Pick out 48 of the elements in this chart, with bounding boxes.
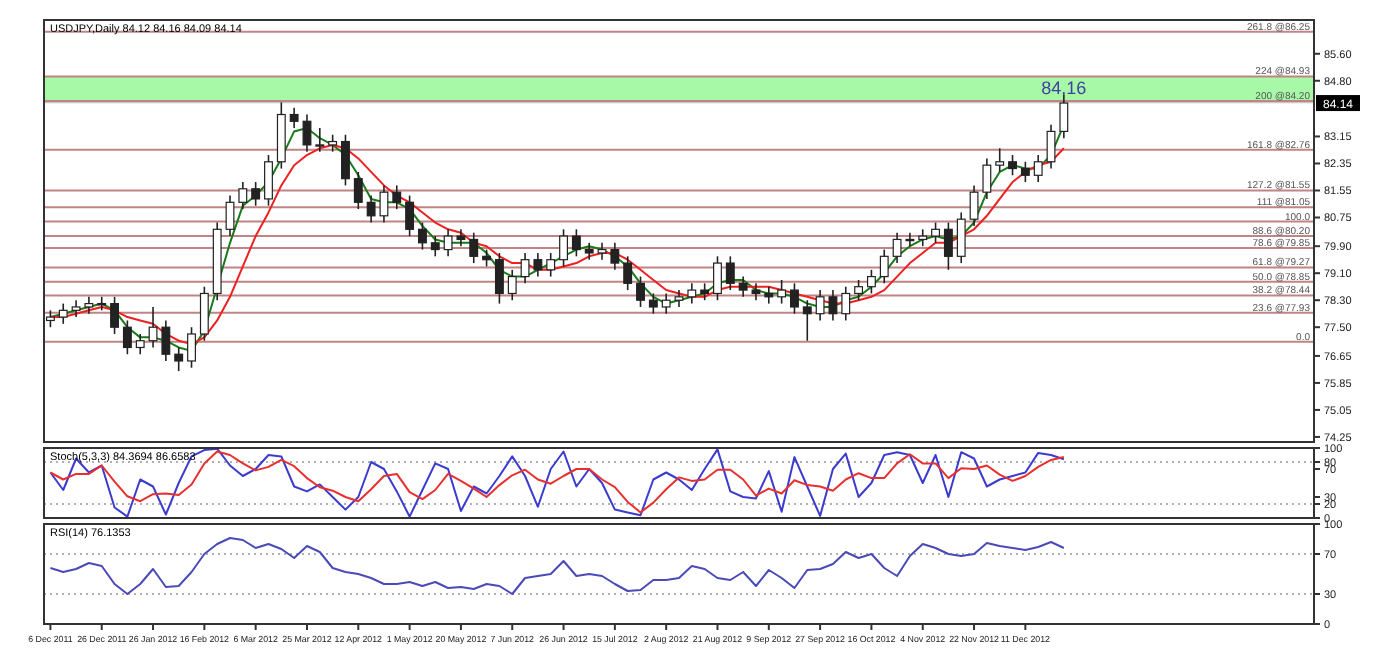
candlestick bbox=[97, 296, 107, 312]
candlestick bbox=[879, 248, 889, 285]
candlestick bbox=[264, 154, 273, 207]
candlestick bbox=[405, 194, 415, 237]
candlestick bbox=[943, 221, 953, 271]
candlestick bbox=[110, 296, 119, 335]
candlestick bbox=[276, 101, 286, 170]
candlestick bbox=[392, 184, 402, 210]
candlestick bbox=[571, 228, 581, 258]
candlestick bbox=[58, 302, 68, 325]
candlestick bbox=[199, 285, 209, 342]
candlestick bbox=[546, 252, 556, 278]
candlestick bbox=[559, 228, 568, 268]
candlestick bbox=[494, 252, 504, 305]
candlestick bbox=[1020, 160, 1030, 183]
candlestick bbox=[636, 275, 645, 308]
annotation: 84.16 bbox=[1041, 78, 1087, 99]
candlestick bbox=[866, 269, 876, 295]
candlestick bbox=[648, 292, 658, 315]
candlestick bbox=[802, 299, 812, 342]
candlestick bbox=[417, 221, 427, 251]
candlestick bbox=[1008, 154, 1017, 177]
candlestick bbox=[469, 231, 479, 264]
candlestick bbox=[430, 235, 440, 258]
candlestick bbox=[623, 255, 633, 291]
candlestick bbox=[1033, 154, 1043, 183]
candlestick bbox=[790, 282, 799, 315]
candlestick bbox=[931, 221, 941, 244]
candlestick bbox=[251, 181, 261, 207]
candlestick bbox=[725, 255, 735, 291]
candlestick bbox=[995, 147, 1005, 173]
candlestick bbox=[661, 292, 671, 315]
candlestick bbox=[135, 333, 145, 356]
candlestick bbox=[713, 255, 722, 302]
candlestick bbox=[764, 285, 774, 305]
candlestick bbox=[854, 279, 864, 302]
candlestick bbox=[841, 285, 851, 322]
candlestick bbox=[777, 279, 787, 305]
candlestick bbox=[122, 319, 132, 356]
candlestick bbox=[507, 269, 517, 302]
candlestick bbox=[341, 133, 350, 187]
line-series bbox=[49, 537, 1065, 595]
candlestick bbox=[353, 171, 363, 210]
candlestick bbox=[956, 211, 966, 264]
candlestick bbox=[174, 346, 184, 372]
candlestick bbox=[315, 127, 325, 153]
candlestick bbox=[187, 326, 196, 369]
candlestick bbox=[687, 282, 697, 305]
